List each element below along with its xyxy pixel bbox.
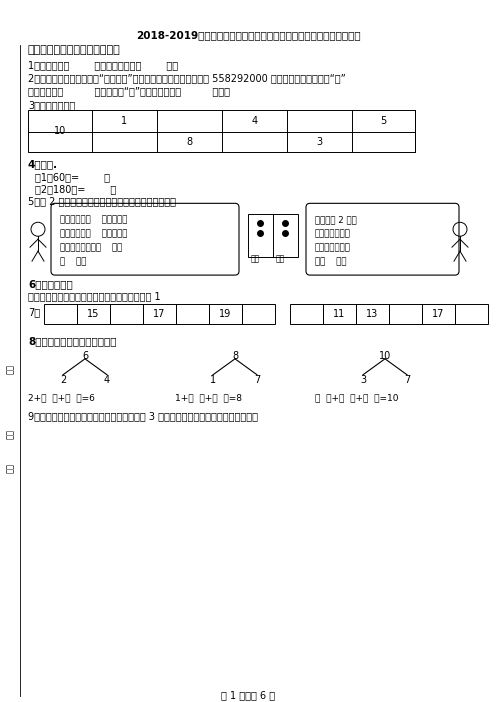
- Text: （  ）+（  ）+（  ）=10: （ ）+（ ）+（ ）=10: [315, 394, 398, 403]
- Text: 19: 19: [219, 309, 232, 319]
- Text: 可以都放在（    ）位上，也: 可以都放在（ ）位上，也: [60, 216, 127, 225]
- Text: 9．一年级一班举行元旦晚会，王明调查了第 3 组同学玩玻璃球的情况，并制成下图，: 9．一年级一班举行元旦晚会，王明调查了第 3 组同学玩玻璃球的情况，并制成下图，: [28, 411, 258, 422]
- Bar: [248, 214, 298, 257]
- Bar: [44, 304, 77, 324]
- Text: 6: 6: [82, 351, 88, 361]
- Text: 1: 1: [122, 116, 127, 126]
- Bar: [455, 304, 488, 324]
- Bar: [356, 304, 389, 324]
- Bar: [143, 304, 176, 324]
- Text: 子就在不同的数: 子就在不同的数: [315, 230, 351, 238]
- Text: 是（    ）。: 是（ ）。: [315, 257, 347, 266]
- Text: 1+（  ）+（  ）=8: 1+（ ）+（ ）=8: [175, 394, 242, 403]
- Bar: [176, 304, 209, 324]
- Text: 2．中国首次载人航天飞船“神丹五号”在太空绕地球飞行，共飞行了 558292000 米，把这个数改写成用“万”: 2．中国首次载人航天飞船“神丹五号”在太空绕地球飞行，共飞行了 55829200…: [28, 73, 346, 83]
- Text: 17: 17: [153, 309, 166, 319]
- Bar: [389, 304, 422, 324]
- Bar: [77, 304, 110, 324]
- Bar: [209, 304, 242, 324]
- Text: 11: 11: [333, 309, 346, 319]
- Text: 班级: 班级: [5, 463, 14, 473]
- Text: 10: 10: [379, 351, 391, 361]
- Text: 3．我能填得对。: 3．我能填得对。: [28, 100, 75, 110]
- Text: 1: 1: [210, 375, 216, 385]
- Bar: [242, 304, 275, 324]
- Text: 7: 7: [254, 375, 260, 385]
- Text: 4．填空.: 4．填空.: [28, 159, 58, 169]
- Text: 1．黑板的面是        形，地板砖的面是        形。: 1．黑板的面是 形，地板砖的面是 形。: [28, 60, 178, 69]
- Text: （1）60分=        时: （1）60分= 时: [35, 173, 110, 183]
- Text: 一、想一想，填一填（填空题）: 一、想一想，填一填（填空题）: [28, 45, 121, 55]
- Text: 15: 15: [87, 309, 100, 319]
- Text: 2+（  ）+（  ）=6: 2+（ ）+（ ）=6: [28, 394, 95, 403]
- Text: 6．实际应用．: 6．实际应用．: [28, 279, 73, 289]
- Text: 8．根据数的组成把算式写完整: 8．根据数的组成把算式写完整: [28, 336, 117, 346]
- Text: （2）180分=        时: （2）180分= 时: [35, 185, 116, 194]
- Text: 每条马路路口的红绿灯，从红灯到绿灯一般经过 1: 每条马路路口的红绿灯，从红灯到绿灯一般经过 1: [28, 291, 161, 301]
- Text: 分数: 分数: [5, 364, 14, 373]
- Bar: [323, 304, 356, 324]
- Text: 2018-2019年金鑰匙潜能开发学校一年级上册数学模拟期末测试无答案: 2018-2019年金鑰匙潜能开发学校一年级上册数学模拟期末测试无答案: [136, 30, 360, 40]
- Text: 4: 4: [104, 375, 110, 385]
- Text: 十位: 十位: [251, 254, 260, 263]
- Bar: [290, 304, 323, 324]
- Text: 7．: 7．: [28, 307, 40, 317]
- Text: 作单位的数是          万米，省略“亿”后面的尾数约是          亿米。: 作单位的数是 万米，省略“亿”后面的尾数约是 亿米。: [28, 86, 230, 95]
- Text: （    ）。: （ ）。: [60, 257, 86, 266]
- Text: 位上，表示的数: 位上，表示的数: [315, 243, 351, 252]
- Text: 第 1 页，共 6 页: 第 1 页，共 6 页: [221, 690, 275, 700]
- Text: 5: 5: [380, 116, 386, 126]
- Text: 10: 10: [54, 126, 66, 135]
- Text: 4: 4: [251, 116, 257, 126]
- Text: 表示的数分别是（    ）和: 表示的数分别是（ ）和: [60, 243, 122, 252]
- Text: 8: 8: [232, 351, 238, 361]
- Text: 13: 13: [367, 309, 378, 319]
- Text: 2: 2: [60, 375, 66, 385]
- Text: 3: 3: [360, 375, 366, 385]
- Text: 8: 8: [186, 136, 192, 147]
- Text: 17: 17: [433, 309, 445, 319]
- Text: 可以都放在（    ）位上，所: 可以都放在（ ）位上，所: [60, 230, 127, 238]
- Text: 7: 7: [404, 375, 410, 385]
- Bar: [110, 304, 143, 324]
- Text: 还可以把 2 颗珠: 还可以把 2 颗珠: [315, 216, 357, 225]
- Text: 姓名: 姓名: [5, 429, 14, 439]
- Text: 个位: 个位: [276, 254, 285, 263]
- Bar: [422, 304, 455, 324]
- Text: 5．用 2 颗珠子你能表示出几个不同的数？试试看吧！: 5．用 2 颗珠子你能表示出几个不同的数？试试看吧！: [28, 197, 176, 206]
- Bar: [28, 110, 415, 152]
- Text: 3: 3: [316, 136, 322, 147]
